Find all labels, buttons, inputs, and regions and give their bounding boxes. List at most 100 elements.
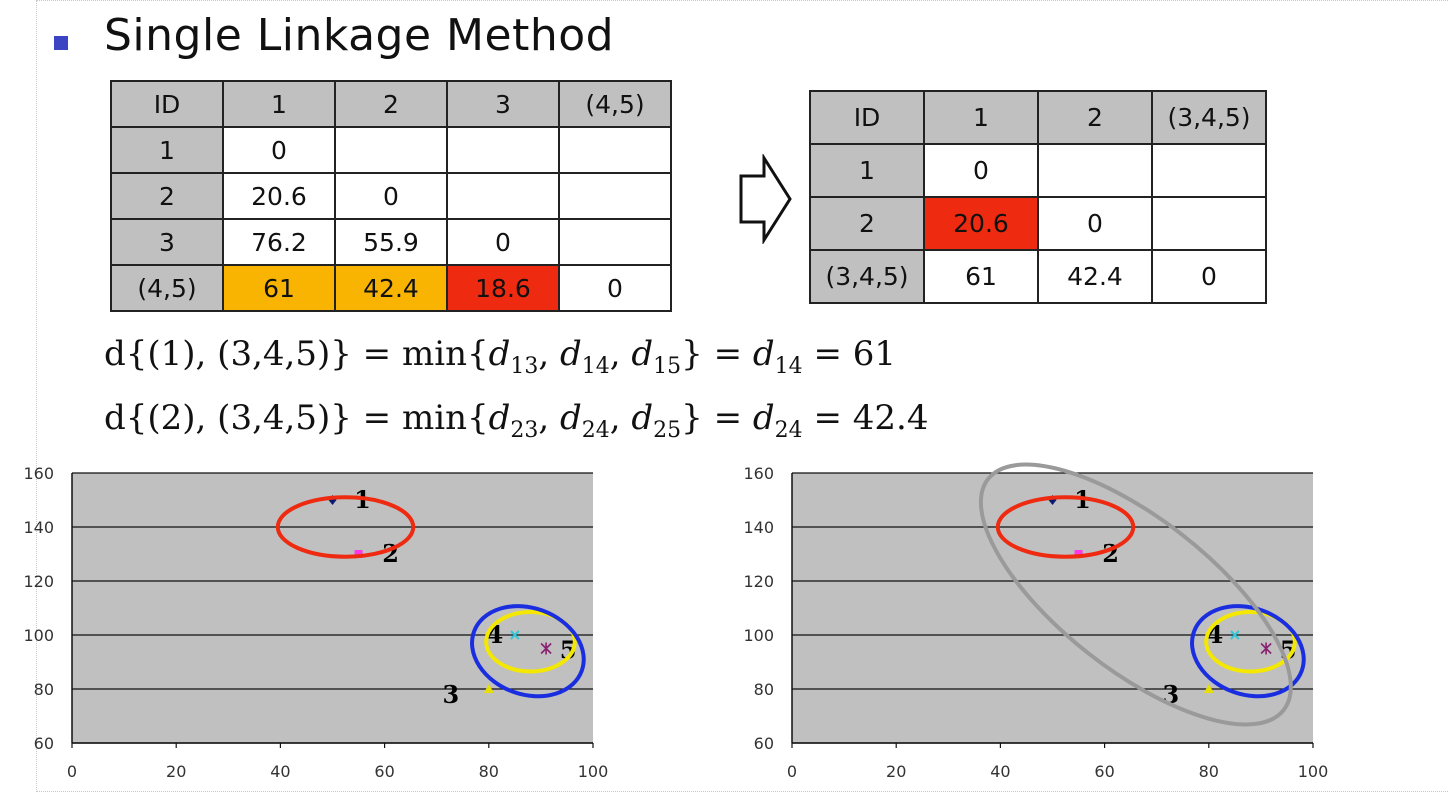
highlighted-distance-cell: 61: [222, 264, 336, 312]
equation-term: d: [631, 334, 654, 374]
header-cell: 1: [923, 90, 1039, 145]
header-cell: ID: [809, 90, 925, 145]
x-tick-label: 80: [479, 762, 499, 781]
x-tick-label: 20: [166, 762, 186, 781]
distance-cell: [446, 126, 560, 174]
equation-subscript: 14: [581, 353, 610, 379]
distance-cell: 20.6: [222, 172, 336, 220]
y-tick-label: 60: [754, 734, 774, 753]
distance-cell: 76.2: [222, 218, 336, 266]
y-tick-label: 120: [23, 572, 54, 591]
distance-cell: 61: [923, 249, 1039, 304]
table-row: 1 0: [110, 126, 672, 174]
cluster-all-ellipse: [978, 462, 1293, 727]
equation-2: d{(2), (3,4,5)} = min{d23, d24, d25} = d…: [104, 398, 929, 443]
x-tick-label: 20: [886, 762, 906, 781]
right-arrow-icon: [739, 154, 792, 244]
equation-term: d: [752, 398, 775, 438]
x-tick-label: 40: [270, 762, 290, 781]
x-tick-label: 0: [787, 762, 797, 781]
table-row: (4,5) 61 42.4 18.6 0: [110, 264, 672, 312]
y-tick-label: 140: [743, 518, 774, 537]
equation-lhs: d{(2), (3,4,5)} = min{: [104, 398, 489, 438]
y-tick-label: 100: [743, 626, 774, 645]
header-cell: (4,5): [558, 80, 672, 128]
min-distance-cell: 20.6: [923, 196, 1039, 251]
distance-cell: [446, 172, 560, 220]
bullet-icon: [54, 36, 68, 50]
cluster-4-5-ellipse: [484, 610, 577, 674]
y-tick-label: 140: [23, 518, 54, 537]
table-row: 2 20.6 0: [110, 172, 672, 220]
point-label-5: 5: [560, 636, 577, 665]
distance-cell: 0: [222, 126, 336, 174]
x-tick-label: 60: [1094, 762, 1114, 781]
distance-cell: [1151, 196, 1267, 251]
row-id-cell: 1: [809, 143, 925, 198]
distance-cell: [334, 126, 448, 174]
equation-term: d: [488, 398, 511, 438]
header-cell: 3: [446, 80, 560, 128]
table-row: 3 76.2 55.9 0: [110, 218, 672, 266]
equation-value: = 61: [813, 334, 897, 374]
header-cell: 2: [1037, 90, 1153, 145]
distance-cell: 42.4: [1037, 249, 1153, 304]
distance-cell: 0: [923, 143, 1039, 198]
equation-subscript: 14: [774, 353, 803, 379]
data-point-2: [1074, 550, 1083, 558]
point-label-2: 2: [1102, 539, 1119, 568]
row-id-cell: 3: [110, 218, 224, 266]
cluster-4-5-ellipse: [1204, 610, 1297, 674]
table-header-row: ID 1 2 (3,4,5): [809, 90, 1267, 145]
distance-cell: 55.9: [334, 218, 448, 266]
equation-term: d: [559, 334, 582, 374]
equation-mid: } =: [681, 398, 753, 438]
equation-subscript: 15: [653, 353, 682, 379]
x-tick-label: 40: [990, 762, 1010, 781]
cluster-1-2-ellipse: [275, 495, 416, 559]
equation-term: d: [631, 398, 654, 438]
equation-mid: } =: [681, 334, 753, 374]
header-cell: (3,4,5): [1151, 90, 1267, 145]
table-row: 1 0: [809, 143, 1267, 198]
distance-cell: 0: [446, 218, 560, 266]
x-tick-label: 0: [67, 762, 77, 781]
row-id-cell: 1: [110, 126, 224, 174]
header-cell: 1: [222, 80, 336, 128]
point-label-2: 2: [382, 539, 399, 568]
equation-subscript: 25: [653, 417, 682, 443]
table-row: (3,4,5) 61 42.4 0: [809, 249, 1267, 304]
y-tick-label: 160: [23, 464, 54, 483]
y-tick-label: 80: [34, 680, 54, 699]
table-header-row: ID 1 2 3 (4,5): [110, 80, 672, 128]
cluster-3-4-5-ellipse: [470, 604, 586, 699]
cluster-3-4-5-ellipse: [1190, 604, 1306, 699]
row-id-cell: 2: [809, 196, 925, 251]
equation-term: d: [559, 398, 582, 438]
y-tick-label: 80: [754, 680, 774, 699]
y-tick-label: 120: [743, 572, 774, 591]
data-point-4: [510, 630, 520, 640]
equation-subscript: 23: [510, 417, 539, 443]
slide-frame: [36, 0, 1448, 792]
distance-cell: 0: [558, 264, 672, 312]
equation-term: d: [752, 334, 775, 374]
distance-cell: 0: [334, 172, 448, 220]
row-id-cell: 2: [110, 172, 224, 220]
data-point-3: [483, 684, 494, 693]
equation-1: d{(1), (3,4,5)} = min{d13, d14, d15} = d…: [104, 334, 897, 379]
equation-subscript: 24: [774, 417, 803, 443]
point-label-3: 3: [442, 680, 459, 709]
x-tick-label: 100: [578, 762, 609, 781]
cluster-1-2-ellipse: [995, 495, 1136, 559]
row-id-cell: (3,4,5): [809, 249, 925, 304]
distance-cell: [1151, 143, 1267, 198]
data-point-4: [1230, 630, 1240, 640]
x-tick-label: 100: [1298, 762, 1329, 781]
distance-cell: 0: [1037, 196, 1153, 251]
x-tick-label: 80: [1199, 762, 1219, 781]
y-tick-label: 160: [743, 464, 774, 483]
min-distance-cell: 18.6: [446, 264, 560, 312]
table-row: 2 20.6 0: [809, 196, 1267, 251]
